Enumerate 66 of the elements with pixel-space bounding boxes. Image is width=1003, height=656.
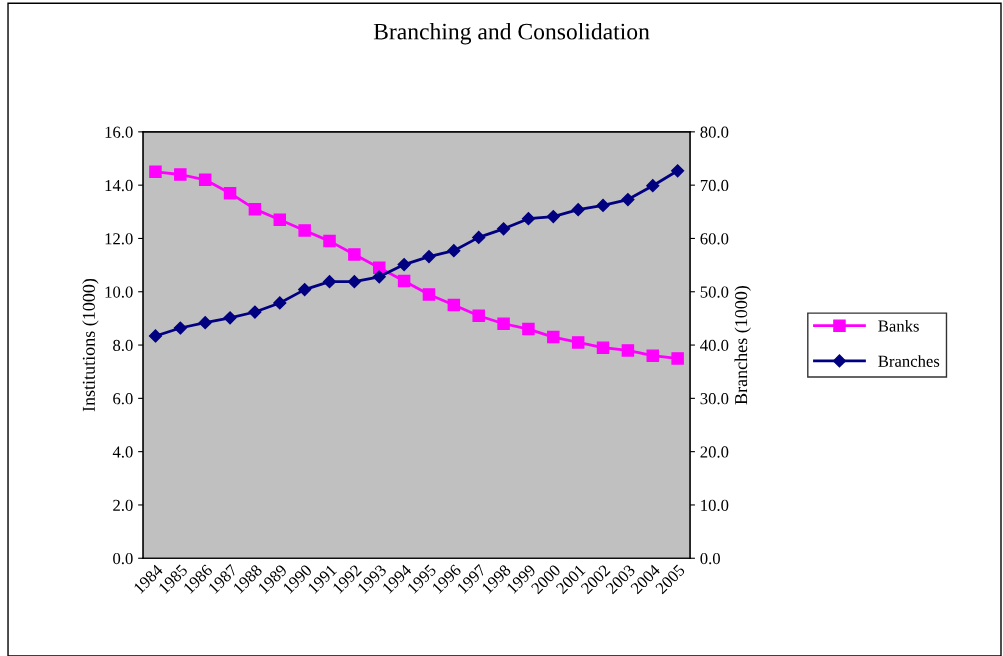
point	[472, 230, 486, 244]
y2-tick-label: 50.0	[700, 286, 729, 298]
point	[397, 257, 411, 272]
y-tick-label: 6.0	[113, 393, 133, 405]
point	[671, 164, 685, 178]
point	[646, 349, 660, 362]
point	[323, 234, 336, 248]
point	[273, 213, 287, 227]
point	[571, 203, 585, 217]
legend-label: Banks	[878, 319, 919, 332]
point	[347, 275, 361, 289]
y2-tick-label: 20.0	[700, 446, 729, 458]
point	[497, 317, 510, 330]
point	[521, 212, 536, 226]
point	[173, 321, 187, 335]
point	[148, 329, 163, 343]
legend-label: Branches	[878, 355, 940, 367]
y2-tick-label: 10.0	[701, 499, 729, 511]
point	[472, 309, 485, 322]
point	[522, 322, 535, 336]
y2-tick-label: 70.0	[700, 179, 729, 192]
y2-axis-title: Branches (1000)	[734, 285, 751, 405]
point	[422, 249, 436, 264]
point	[174, 168, 187, 181]
point	[223, 186, 237, 200]
point	[397, 274, 411, 288]
y-tick-label: 8.0	[113, 339, 133, 352]
y-tick-label: 2.0	[113, 499, 133, 511]
y2-tick-label: 30.0	[700, 393, 729, 405]
point	[596, 198, 610, 212]
y2-tick-label: 80.0	[700, 126, 729, 138]
point	[447, 298, 461, 312]
point	[248, 305, 262, 319]
point	[596, 341, 610, 354]
point	[571, 336, 585, 349]
y-tick-label: 16.0	[105, 126, 133, 138]
point	[248, 202, 262, 216]
point	[298, 283, 312, 297]
y-tick-label: 10.0	[105, 286, 133, 298]
point	[621, 344, 635, 357]
point	[646, 179, 660, 193]
y-tick-label: 4.0	[112, 446, 133, 458]
y2-tick-label: 40.0	[700, 339, 729, 352]
point	[198, 316, 212, 330]
point	[372, 270, 386, 284]
point	[298, 224, 311, 237]
point	[198, 173, 212, 187]
point	[447, 244, 461, 258]
point	[621, 192, 635, 207]
point	[546, 210, 560, 224]
y-tick-label: 14.0	[105, 179, 133, 192]
chart-title: Branching and Consolidation	[373, 22, 650, 45]
point	[348, 248, 361, 261]
y-tick-label: 12.0	[105, 233, 133, 245]
point	[671, 352, 684, 365]
point	[322, 275, 337, 289]
point	[496, 222, 511, 236]
point	[149, 165, 162, 179]
y-axis-title: Institutions (1000)	[82, 278, 99, 412]
y2-tick-label: 60.0	[700, 233, 729, 245]
y2-tick-label: 0.0	[700, 552, 720, 565]
point	[223, 311, 237, 325]
point	[422, 288, 436, 301]
point	[273, 296, 287, 310]
point	[547, 330, 560, 344]
y-tick-label: 0.0	[113, 552, 133, 565]
